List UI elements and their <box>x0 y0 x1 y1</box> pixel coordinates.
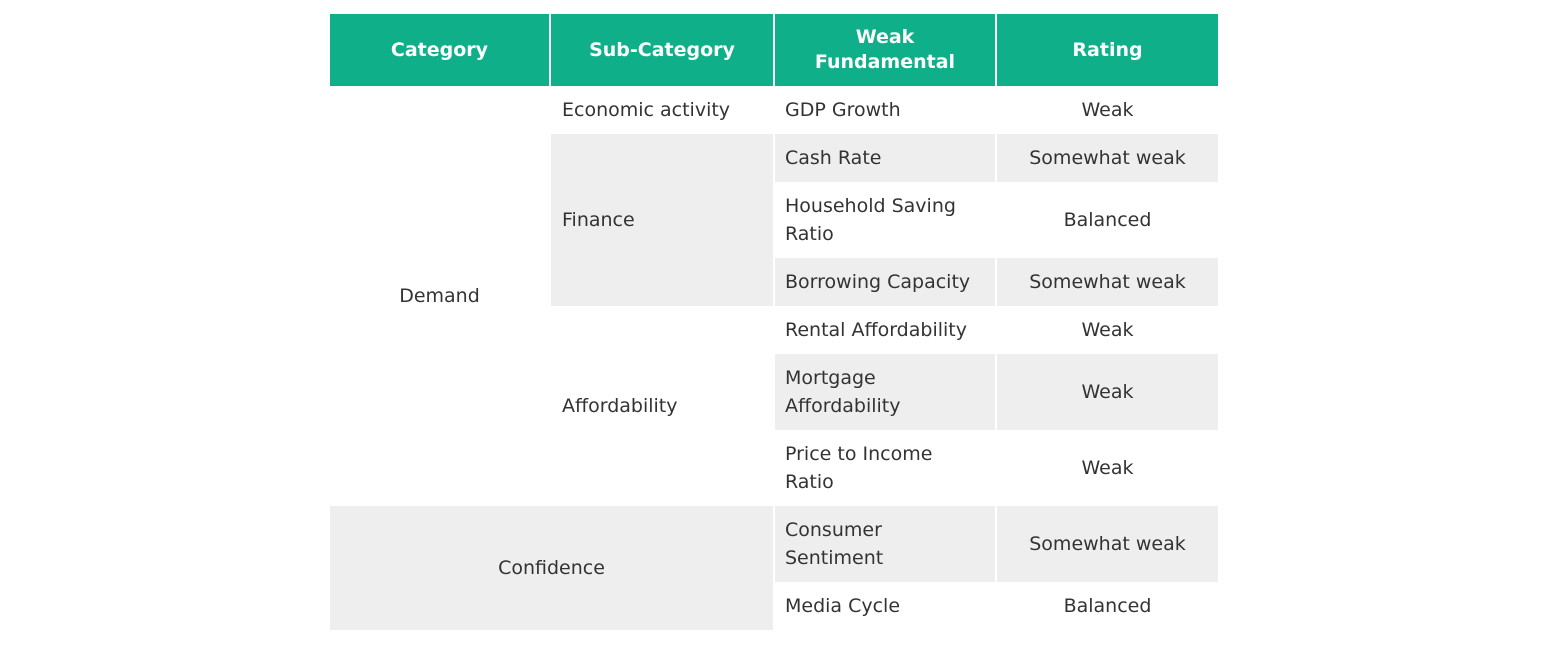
sub-category-finance: Finance <box>551 134 775 306</box>
fundamental-cell: Rental Affordability <box>775 306 997 354</box>
table-header-row: Category Sub-Category Weak Fundamental R… <box>330 14 1218 86</box>
sub-category-economic-activity: Economic activity <box>551 86 775 134</box>
rating-cell: Balanced <box>997 182 1218 258</box>
fundamental-cell: Mortgage Affordability <box>775 354 997 430</box>
fundamental-cell: Household Saving Ratio <box>775 182 997 258</box>
category-confidence: Confidence <box>330 506 775 630</box>
category-demand: Demand <box>330 86 551 506</box>
header-weak-fundamental: Weak Fundamental <box>775 14 997 86</box>
fundamental-cell: Media Cycle <box>775 582 997 630</box>
table-row: Demand Economic activity GDP Growth Weak <box>330 86 1218 134</box>
rating-cell: Weak <box>997 430 1218 506</box>
fundamental-cell: Price to Income Ratio <box>775 430 997 506</box>
fundamental-cell: Consumer Sentiment <box>775 506 997 582</box>
rating-cell: Somewhat weak <box>997 134 1218 182</box>
rating-cell: Weak <box>997 86 1218 134</box>
rating-cell: Balanced <box>997 582 1218 630</box>
fundamental-cell: GDP Growth <box>775 86 997 134</box>
header-category: Category <box>330 14 551 86</box>
rating-cell: Weak <box>997 306 1218 354</box>
sub-category-affordability: Affordability <box>551 306 775 506</box>
header-sub-category: Sub-Category <box>551 14 775 86</box>
fundamentals-table: Category Sub-Category Weak Fundamental R… <box>330 14 1218 630</box>
header-rating: Rating <box>997 14 1218 86</box>
rating-cell: Weak <box>997 354 1218 430</box>
table-row: Confidence Consumer Sentiment Somewhat w… <box>330 506 1218 582</box>
rating-cell: Somewhat weak <box>997 506 1218 582</box>
fundamental-cell: Borrowing Capacity <box>775 258 997 306</box>
fundamental-cell: Cash Rate <box>775 134 997 182</box>
rating-cell: Somewhat weak <box>997 258 1218 306</box>
